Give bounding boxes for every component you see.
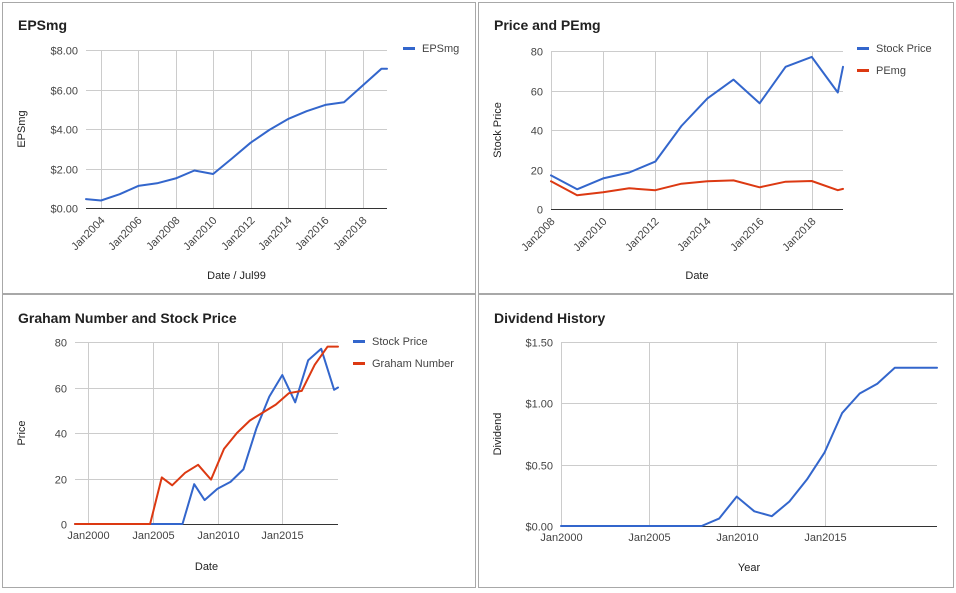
- y-tick-label: $0.00: [50, 204, 78, 216]
- y-tick-label: 60: [55, 384, 67, 396]
- chart-title: EPSmg: [18, 17, 67, 33]
- x-tick-label: Jan2015: [804, 532, 846, 544]
- x-tick-label: Jan2010: [197, 530, 239, 542]
- y-tick-label: $0.00: [525, 522, 553, 534]
- y-tick-label: 40: [531, 126, 543, 138]
- chart-title: Dividend History: [494, 310, 605, 326]
- x-tick-label: Jan2015: [261, 530, 303, 542]
- y-tick-label: $0.50: [525, 461, 553, 473]
- x-tick-label: Jan2010: [716, 532, 758, 544]
- chart-title: Graham Number and Stock Price: [18, 310, 237, 326]
- y-tick-label: $1.50: [525, 338, 553, 350]
- y-tick-label: $6.00: [50, 86, 78, 98]
- series-line-graham-number: [74, 345, 339, 525]
- y-tick-label: 40: [55, 429, 67, 441]
- y-axis-label: EPSmg: [16, 110, 28, 147]
- legend-swatch: [353, 340, 365, 343]
- y-tick-label: $8.00: [50, 46, 78, 58]
- y-tick-label: 80: [531, 47, 543, 59]
- dividend-chart-panel: Dividend History $0.00 $0.50 $1.00 $1.50 Jan…: [478, 294, 954, 588]
- price-pemg-chart: Price and PEmg 0 20 40 60 80 Jan2008 Jan2010 Ja…: [492, 17, 932, 282]
- legend-swatch: [857, 47, 869, 50]
- y-tick-label: $4.00: [50, 125, 78, 137]
- x-tick-label: Jan2010: [571, 216, 609, 254]
- grid-lines: [75, 342, 338, 524]
- y-axis-label: Stock Price: [492, 102, 504, 158]
- x-tick-label: Jan2006: [106, 215, 144, 253]
- legend-label: Graham Number: [372, 358, 454, 370]
- grid-lines: [86, 50, 387, 208]
- x-tick-label: Jan2018: [331, 215, 369, 253]
- legend-swatch: [353, 362, 365, 365]
- x-axis-label: Date: [685, 270, 708, 282]
- x-axis-label: Year: [738, 562, 761, 574]
- x-tick-label: Jan2018: [780, 216, 818, 254]
- x-tick-label: Jan2012: [219, 215, 257, 253]
- x-tick-label: Jan2012: [623, 216, 661, 254]
- x-axis-label: Date / Jul99: [207, 270, 266, 282]
- graham-chart: Graham Number and Stock Price 0 20 40 60 80 J…: [16, 310, 454, 573]
- x-axis-label: Date: [195, 561, 218, 573]
- series-line-stock-price: [74, 347, 339, 525]
- y-tick-label: 60: [531, 87, 543, 99]
- x-tick-label: Jan2005: [132, 530, 174, 542]
- chart-title: Price and PEmg: [494, 17, 601, 33]
- y-tick-label: 0: [61, 520, 67, 532]
- y-tick-label: 20: [531, 166, 543, 178]
- x-tick-label: Jan2008: [519, 216, 557, 254]
- legend-label: EPSmg: [422, 43, 459, 55]
- x-tick-label: Jan2000: [67, 530, 109, 542]
- series-line-dividend: [560, 366, 938, 527]
- x-tick-label: Jan2010: [181, 215, 219, 253]
- x-tick-label: Jan2014: [675, 216, 713, 254]
- x-tick-label: Jan2000: [540, 532, 582, 544]
- dividend-chart: Dividend History $0.00 $0.50 $1.00 $1.50 Jan…: [492, 310, 938, 574]
- grid-lines: [561, 342, 937, 526]
- x-tick-label: Jan2016: [728, 216, 766, 254]
- legend-swatch: [403, 47, 415, 50]
- y-tick-label: 0: [537, 205, 543, 217]
- legend-swatch: [857, 69, 869, 72]
- legend-label: Stock Price: [372, 336, 428, 348]
- graham-chart-panel: Graham Number and Stock Price 0 20 40 60 80 J…: [2, 294, 476, 588]
- series-line-stock-price: [550, 55, 844, 191]
- y-tick-label: $1.00: [525, 399, 553, 411]
- y-tick-label: $2.00: [50, 165, 78, 177]
- eps-chart: EPSmg $0.00$2.00$4.00$6.00$8.00Jan2004Ja…: [16, 17, 459, 282]
- y-axis-label: Dividend: [492, 413, 504, 456]
- grid-lines: [551, 51, 843, 209]
- y-tick-label: 20: [55, 475, 67, 487]
- x-tick-label: Jan2014: [256, 215, 294, 253]
- x-tick-label: Jan2005: [628, 532, 670, 544]
- series-line-pemg: [550, 179, 844, 197]
- price-pemg-chart-panel: Price and PEmg 0 20 40 60 80 Jan2008 Jan2010 Ja…: [478, 2, 954, 294]
- x-tick-label: Jan2008: [144, 215, 182, 253]
- series-line-epsmg: [85, 67, 388, 202]
- legend-label: PEmg: [876, 65, 906, 77]
- y-tick-label: 80: [55, 338, 67, 350]
- eps-chart-panel: EPSmg $0.00 $2.00 $4.00 $6.00 $8.00 Jan2004 Ja…: [2, 2, 476, 294]
- x-tick-label: Jan2004: [69, 215, 107, 253]
- legend-label: Stock Price: [876, 43, 932, 55]
- y-axis-label: Price: [16, 420, 28, 445]
- x-tick-label: Jan2016: [293, 215, 331, 253]
